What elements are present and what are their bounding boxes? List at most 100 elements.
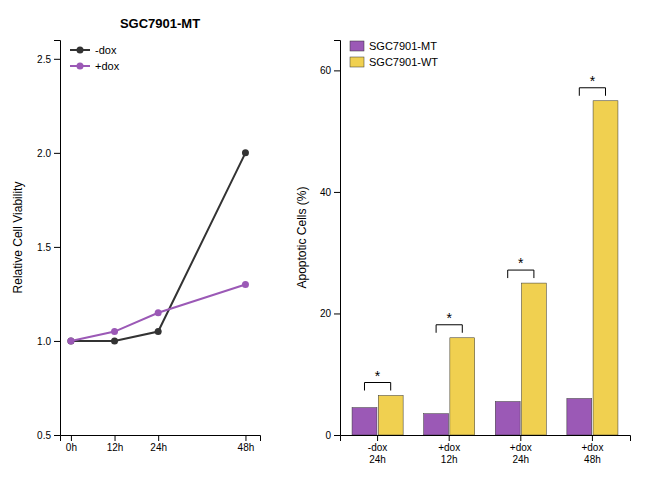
tick: 0	[325, 430, 340, 441]
tick-mark	[334, 435, 340, 436]
tick: +dox24h	[510, 435, 532, 465]
bar	[521, 283, 546, 435]
tick-label: 24h	[150, 442, 167, 453]
point	[111, 328, 118, 335]
legend-label: SGC7901-MT	[369, 40, 437, 52]
legend: -dox +dox	[70, 44, 120, 72]
tick-label: 0h	[66, 442, 77, 453]
tick: 12h	[107, 435, 124, 453]
annotation: *	[446, 310, 452, 326]
tick: +dox48h	[581, 435, 603, 465]
significance-bracket	[579, 88, 605, 96]
tick: 24h	[150, 435, 167, 453]
tick-label: 0	[325, 430, 331, 441]
bar	[495, 402, 520, 435]
legend-marker	[77, 63, 84, 70]
tick-mark	[449, 435, 450, 441]
annotations: * * * *	[364, 73, 605, 391]
tick-label: +dox48h	[581, 442, 603, 465]
tick: 1.0	[37, 336, 60, 347]
legend: SGC7901-MT SGC7901-WT	[350, 40, 438, 68]
tick-label: 60	[320, 65, 332, 76]
axis-line	[54, 41, 61, 436]
axis-line	[341, 436, 631, 442]
bar	[352, 408, 377, 435]
tick-label: +dox24h	[510, 442, 532, 465]
point	[242, 281, 249, 288]
tick: 2.0	[37, 148, 60, 159]
point	[67, 337, 74, 344]
legend-swatch	[350, 41, 364, 51]
tick-mark	[54, 59, 60, 60]
tick-mark	[54, 341, 60, 342]
tick: 60	[320, 65, 340, 76]
tick-mark	[115, 435, 116, 441]
y-axis: 0.51.01.52.02.5	[37, 41, 60, 441]
tick-label: 2.5	[37, 54, 51, 65]
y-axis: 0 20 40 60	[320, 41, 341, 441]
line-chart: 0h12h24h48h0.51.01.52.02.5SGC7901-MTRela…	[11, 16, 261, 453]
figure: 0h12h24h48h0.51.01.52.02.5SGC7901-MTRela…	[0, 0, 650, 500]
tick-mark	[334, 313, 340, 314]
plot-area	[67, 149, 249, 344]
tick-label: -dox24h	[368, 442, 387, 465]
tick-label: 48h	[238, 442, 255, 453]
significance-bracket	[364, 383, 390, 391]
legend-item: -dox	[70, 44, 117, 56]
bar	[450, 338, 475, 435]
tick-label: 1.5	[37, 242, 51, 253]
tick: 0h	[66, 435, 77, 453]
significance-bracket	[436, 325, 462, 333]
tick-mark	[71, 435, 72, 441]
tick: 20	[320, 308, 340, 319]
tick-mark	[377, 435, 378, 441]
tick-mark	[520, 435, 521, 441]
annotation: *	[518, 255, 524, 271]
plot-area	[352, 101, 618, 435]
tick-mark	[54, 247, 60, 248]
tick-mark	[54, 153, 60, 154]
legend-label: +dox	[95, 60, 120, 72]
axis-line	[61, 436, 261, 442]
significance-bracket	[508, 270, 534, 278]
point	[67, 337, 74, 344]
tick-mark	[245, 435, 246, 441]
legend-item: +dox	[70, 60, 120, 72]
y-axis-title: Apoptotic Cells (%)	[295, 186, 309, 288]
legend-swatch	[350, 57, 364, 67]
tick: 48h	[238, 435, 255, 453]
axis-line	[334, 41, 341, 436]
tick: 1.5	[37, 242, 60, 253]
tick: 2.5	[37, 54, 60, 65]
title: SGC7901-MT	[120, 16, 200, 31]
bar	[378, 396, 403, 436]
tick-mark	[592, 435, 593, 441]
point	[242, 149, 249, 156]
tick-label: 2.0	[37, 148, 51, 159]
tick-label: 20	[320, 308, 332, 319]
bar-chart: -dox24h +dox12h +dox24h +dox48h 0 20 40 60 * * * * A…	[295, 40, 631, 465]
point	[111, 337, 118, 344]
tick-label: 12h	[107, 442, 124, 453]
bar	[593, 101, 618, 435]
series-line	[71, 285, 246, 341]
tick-label: +dox12h	[438, 442, 460, 465]
y-axis-title: Relative Cell Viability	[11, 182, 25, 294]
annotation: *	[590, 73, 596, 89]
point	[155, 309, 162, 316]
x-axis: -dox24h +dox12h +dox24h +dox48h	[341, 435, 631, 465]
annotation: *	[375, 368, 381, 384]
point	[155, 328, 162, 335]
tick-label: 1.0	[37, 336, 51, 347]
legend-marker	[77, 47, 84, 54]
bar	[567, 399, 592, 435]
bar	[424, 414, 449, 435]
tick-mark	[334, 70, 340, 71]
legend-label: -dox	[95, 44, 117, 56]
legend-item: SGC7901-WT	[350, 56, 438, 68]
tick: -dox24h	[368, 435, 387, 465]
tick-mark	[334, 192, 340, 193]
legend-label: SGC7901-WT	[369, 56, 438, 68]
tick-label: 40	[320, 187, 332, 198]
legend-item: SGC7901-MT	[350, 40, 437, 52]
